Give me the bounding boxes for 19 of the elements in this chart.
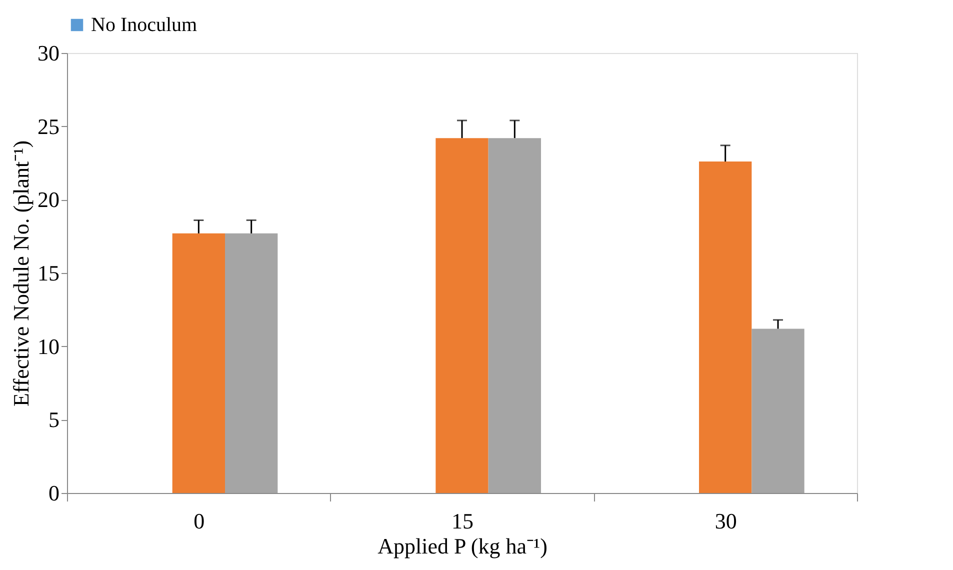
x-tick-label: 0	[194, 508, 205, 534]
bar	[172, 233, 225, 493]
y-tick-label: 10	[38, 334, 60, 359]
bar	[699, 162, 752, 493]
bar	[225, 233, 278, 493]
y-tick-label: 0	[48, 480, 60, 506]
y-tick-label: 5	[48, 407, 60, 432]
y-axis-title: Effective Nodule No. (plant⁻¹)	[8, 140, 34, 407]
y-tick-label: 15	[38, 260, 60, 286]
bar	[436, 138, 488, 493]
legend-label: No Inoculum	[91, 14, 198, 36]
bar	[488, 138, 541, 493]
bar	[752, 328, 804, 493]
x-axis-title: Applied P (kg ha⁻¹)	[378, 534, 548, 558]
y-tick-label: 20	[38, 187, 60, 212]
x-tick-label: 15	[452, 508, 474, 534]
x-tick-label: 30	[714, 508, 737, 534]
y-tick-label: 30	[38, 40, 60, 66]
y-tick-label: 25	[38, 114, 60, 139]
